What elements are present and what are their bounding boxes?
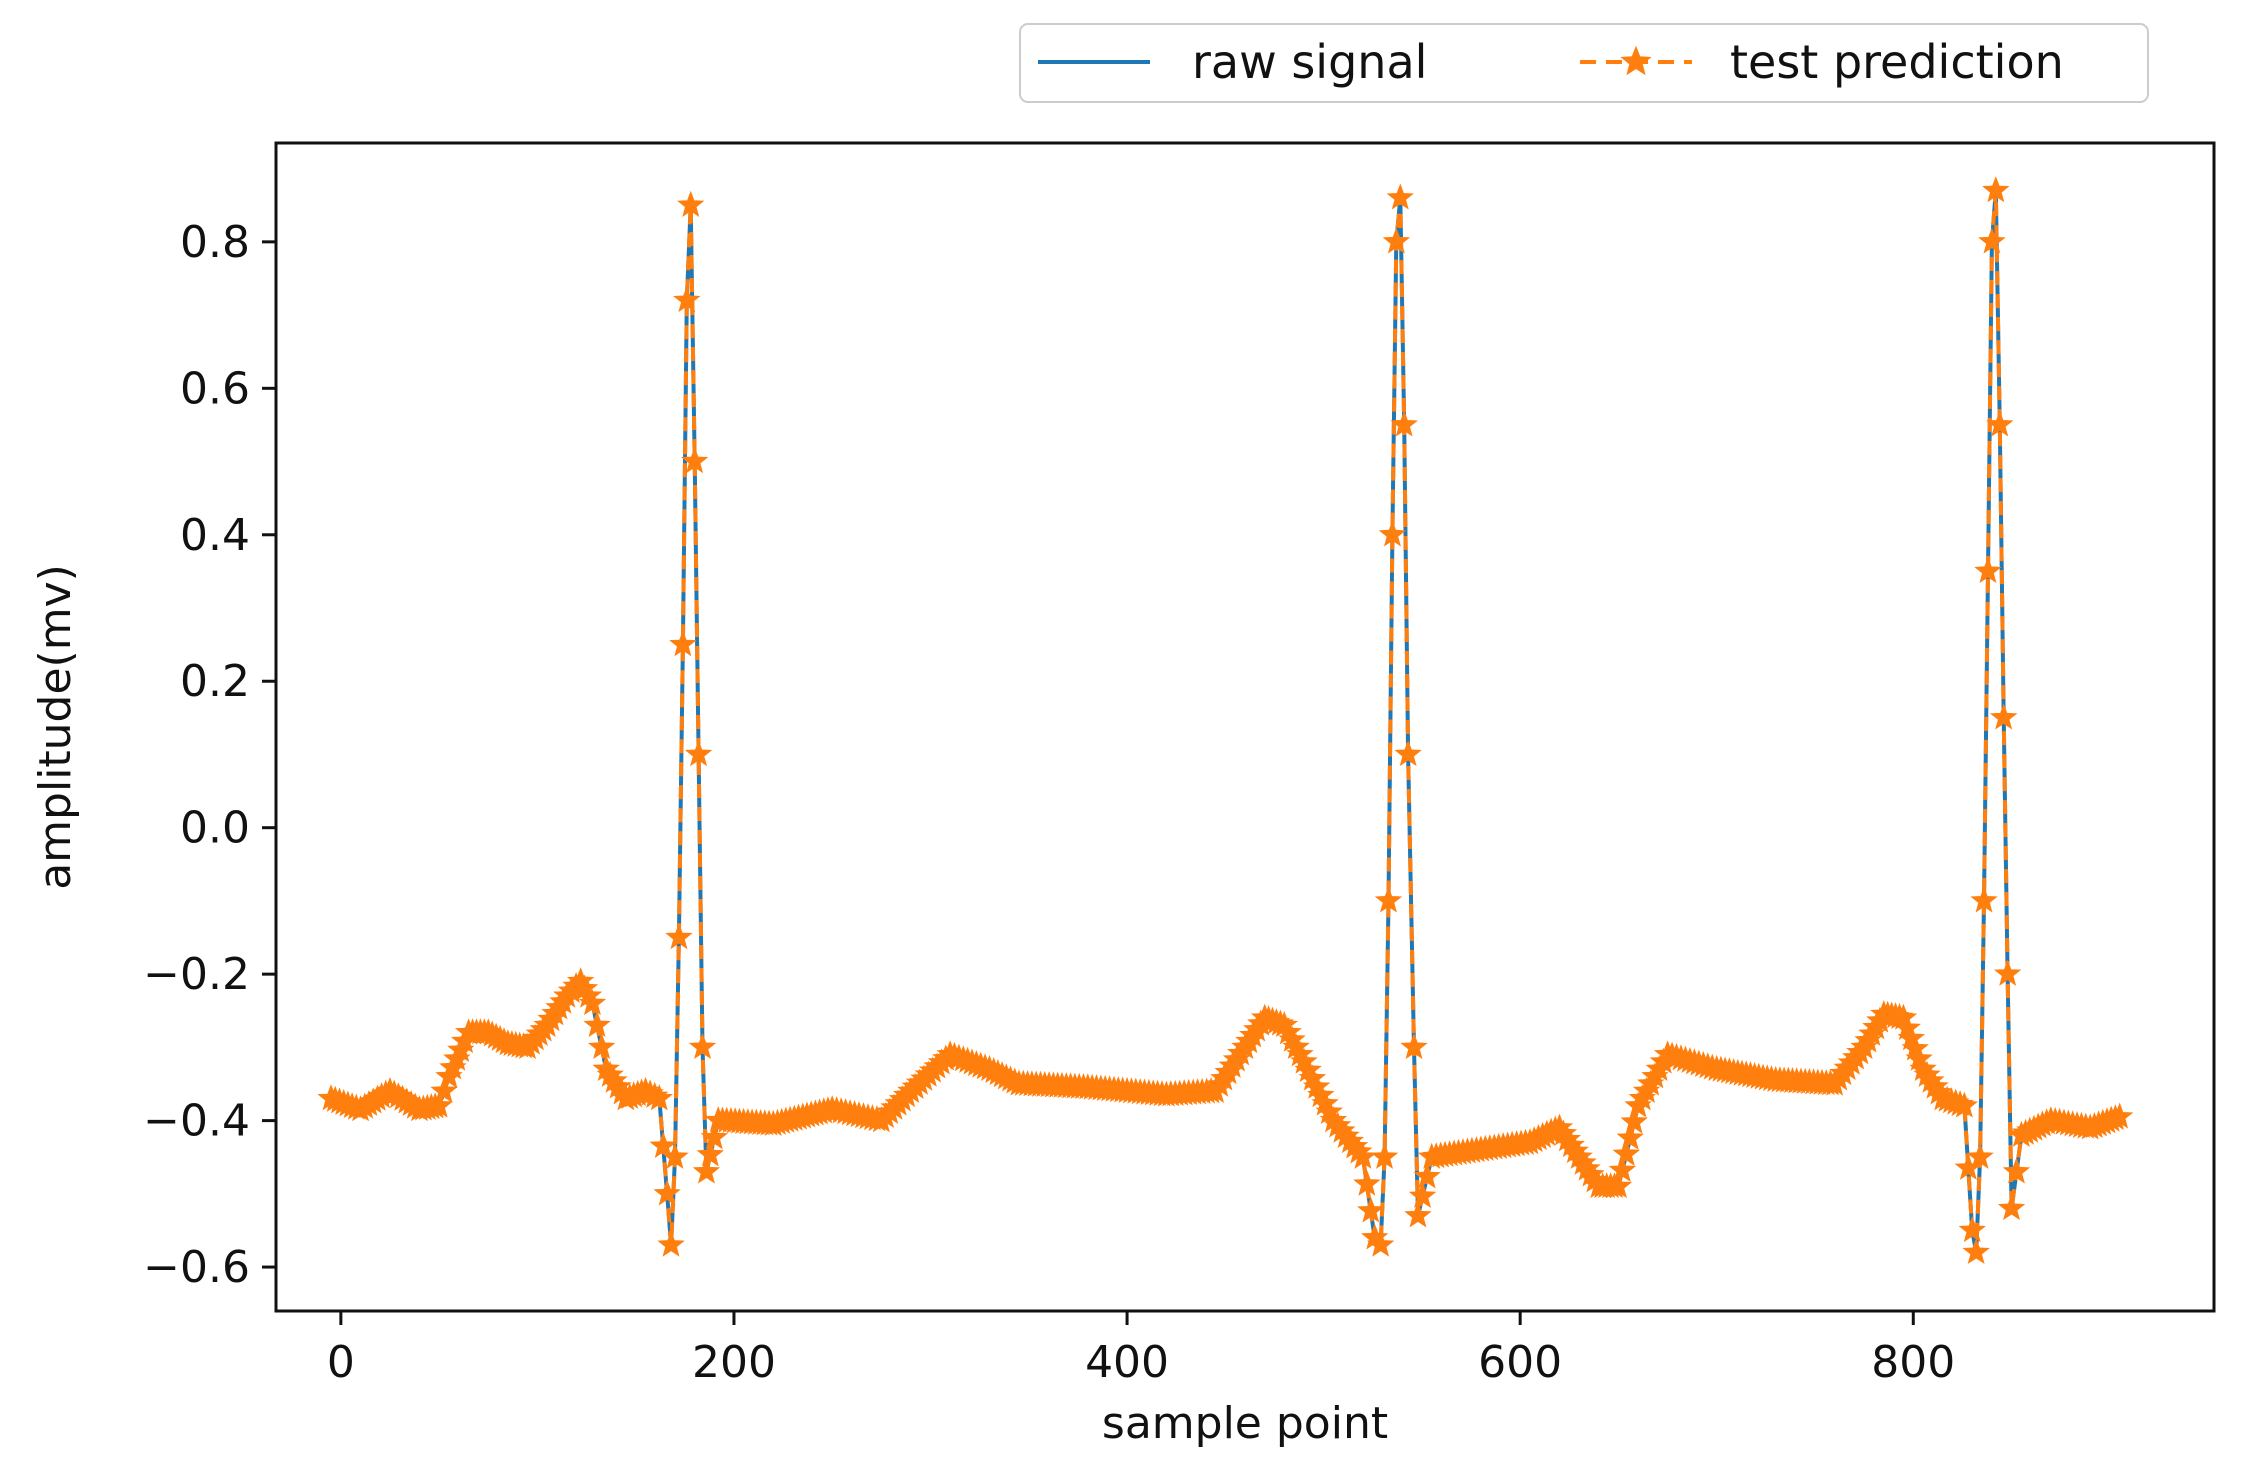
legend-label-test-prediction: test prediction xyxy=(1730,35,2064,89)
prediction-star-point xyxy=(1989,703,2018,730)
prediction-star-point xyxy=(587,1032,616,1060)
prediction-star-point xyxy=(649,1131,677,1158)
prediction-star-point xyxy=(1986,410,2014,437)
prediction-star-point xyxy=(1950,1091,1979,1118)
y-tick-label: 0.2 xyxy=(180,656,250,707)
prediction-star-point xyxy=(692,1157,721,1184)
prediction-star-point xyxy=(688,1032,717,1060)
prediction-star-point xyxy=(1413,1162,1441,1189)
prediction-star-point xyxy=(1400,1032,1428,1060)
x-axis-title: sample point xyxy=(1102,1398,1388,1449)
prediction-star-point xyxy=(1608,1155,1637,1183)
legend-label-raw-signal: raw signal xyxy=(1192,35,1427,89)
prediction-star-point xyxy=(1353,1169,1381,1196)
y-tick-label: 0.0 xyxy=(180,803,250,854)
x-tick-label: 400 xyxy=(1085,1337,1169,1388)
prediction-star-point xyxy=(673,285,701,313)
prediction-star-point xyxy=(425,1091,453,1118)
prediction-star-point xyxy=(1604,1172,1633,1199)
legend-star-marker xyxy=(1620,45,1652,76)
prediction-star-point xyxy=(1958,1215,1986,1243)
series-test-prediction-markers xyxy=(317,176,2134,1265)
prediction-star-point xyxy=(1966,1142,1994,1169)
prediction-star-point xyxy=(1366,1230,1395,1257)
prediction-star-point xyxy=(583,1010,611,1038)
prediction-star-point xyxy=(1357,1196,1385,1223)
x-tick-label: 600 xyxy=(1478,1337,1562,1388)
y-tick-label: 0.6 xyxy=(180,363,250,414)
prediction-star-point xyxy=(1374,886,1403,913)
prediction-star-point xyxy=(661,1142,689,1169)
legend: raw signal test prediction xyxy=(1019,23,2149,103)
series-layer xyxy=(317,176,2134,1265)
prediction-star-point xyxy=(578,988,607,1016)
prediction-star-point xyxy=(677,190,705,217)
prediction-star-point xyxy=(2002,1157,2031,1184)
prediction-star-point xyxy=(1382,227,1411,254)
prediction-star-point xyxy=(1390,410,1418,437)
x-tick-label: 200 xyxy=(692,1337,776,1388)
prediction-star-point xyxy=(1997,1194,2026,1221)
prediction-star-point xyxy=(653,1179,681,1206)
prediction-star-point xyxy=(700,1123,729,1150)
y-tick-label: −0.2 xyxy=(143,949,250,1000)
prediction-star-point xyxy=(430,1076,458,1103)
prediction-star-point xyxy=(1386,183,1414,210)
plot-area xyxy=(274,141,2216,1313)
prediction-star-point xyxy=(1620,1107,1648,1134)
y-tick-label: 0.4 xyxy=(180,510,250,561)
prediction-star-point xyxy=(1974,556,2002,584)
prediction-star-point xyxy=(1962,1237,1990,1265)
prediction-star-point xyxy=(669,630,697,657)
prediction-star-point xyxy=(1970,886,1998,913)
prediction-star-point xyxy=(665,923,693,950)
prediction-star-point xyxy=(680,447,709,474)
x-tick-label: 800 xyxy=(1871,1337,1955,1388)
prediction-star-point xyxy=(1978,227,2006,254)
prediction-star-point xyxy=(2105,1102,2134,1129)
prediction-star-point xyxy=(645,1084,673,1111)
prediction-star-point xyxy=(684,740,713,767)
prediction-star-point xyxy=(1982,176,2010,203)
y-axis: −0.6 −0.4 −0.2 0.0 0.2 0.4 0.6 0.8 xyxy=(143,217,276,1293)
prediction-star-point xyxy=(1612,1139,1641,1166)
prediction-star-point xyxy=(696,1140,725,1167)
prediction-star-point xyxy=(1408,1181,1437,1208)
y-tick-label: −0.6 xyxy=(143,1242,250,1293)
y-tick-label: −0.4 xyxy=(143,1096,250,1147)
y-tick-label: 0.8 xyxy=(180,217,250,268)
x-axis: 0 200 400 600 800 xyxy=(327,1311,1955,1388)
prediction-star-point xyxy=(1993,959,2022,986)
prediction-star-point xyxy=(1616,1123,1644,1150)
prediction-star-point xyxy=(1404,1201,1432,1228)
x-tick-label: 0 xyxy=(327,1337,355,1388)
prediction-star-point xyxy=(1370,1142,1399,1169)
prediction-star-point xyxy=(657,1230,685,1257)
y-axis-title: amplitude(mv) xyxy=(30,564,81,890)
prediction-star-point xyxy=(1378,520,1407,547)
prediction-star-point xyxy=(1394,740,1422,767)
